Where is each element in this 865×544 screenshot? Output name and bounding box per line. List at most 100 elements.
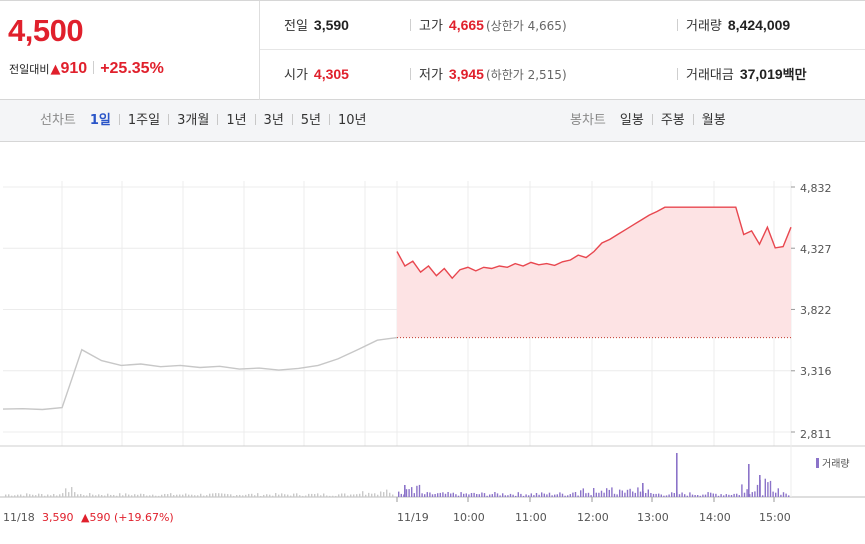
divider	[692, 114, 694, 125]
prev-volume-bar	[359, 493, 361, 497]
prev-volume-bar	[182, 494, 184, 497]
price-area	[397, 207, 791, 338]
prev-volume-bar	[377, 494, 379, 497]
volume-bar	[434, 494, 436, 497]
prev-volume-bar	[254, 495, 256, 497]
prev-volume-bar	[290, 495, 292, 497]
prev-volume-bar	[110, 494, 112, 497]
period-10y[interactable]: 10년	[338, 113, 367, 128]
volume-bar	[762, 495, 764, 497]
prev-volume-bar	[137, 494, 139, 497]
today-line	[396, 206, 792, 280]
period-3y[interactable]: 3년	[263, 113, 284, 128]
prev-volume-bar	[38, 493, 40, 497]
volume-bar	[725, 494, 727, 497]
prev-volume-bar	[104, 495, 106, 497]
prev-volume-bar	[281, 493, 283, 497]
prev-volume-bar	[275, 493, 277, 497]
prev-volume-bar	[293, 493, 295, 497]
prev-volume-bar	[392, 494, 394, 497]
prev-volume-bar	[68, 492, 70, 497]
period-1w[interactable]: 1주일	[127, 113, 161, 128]
volume-bar	[764, 478, 766, 497]
volume-bar	[619, 489, 621, 497]
volume-bar	[517, 492, 519, 497]
period-1d[interactable]: 1일	[89, 113, 111, 128]
volume-bar	[767, 482, 769, 497]
x-tick-label: 15:00	[759, 511, 791, 524]
divider	[118, 114, 120, 125]
volume-bar	[595, 492, 597, 497]
prev-volume-bar	[173, 495, 175, 497]
prev-volume-bar	[56, 495, 58, 497]
volume-bar	[710, 492, 712, 497]
divider	[168, 114, 170, 125]
volume-bar	[564, 495, 566, 497]
candle-daily[interactable]: 일봉	[619, 113, 644, 128]
volume-bar	[580, 490, 582, 497]
period-5y[interactable]: 5년	[300, 113, 322, 128]
prev-volume-bar	[341, 493, 343, 497]
volume-bar	[720, 494, 722, 497]
prev-volume-bar	[152, 494, 154, 497]
change-percent: +25.35%	[100, 60, 164, 77]
volume-bar	[780, 494, 782, 497]
prev-volume-bar	[125, 493, 127, 497]
prev-volume-bar	[242, 495, 244, 497]
volume-bar	[624, 492, 626, 497]
volume-bar	[652, 493, 655, 497]
period-3m[interactable]: 3개월	[177, 113, 210, 128]
high-cell: 고가 4,665 (상한가 4,665)	[410, 1, 567, 50]
y-tick-label: 4,832	[800, 182, 832, 195]
volume-bar	[645, 493, 647, 497]
prev-volume-bar	[317, 493, 319, 497]
volume-bar	[499, 495, 501, 497]
prev-volume-bar	[122, 495, 124, 497]
volume-bar	[660, 494, 662, 497]
prev-volume-bar	[299, 495, 301, 497]
y-tick-label: 2,811	[800, 428, 832, 441]
prev-volume-bar	[368, 492, 370, 497]
volume-bar	[554, 494, 556, 497]
prev-volume-bar	[92, 494, 94, 497]
candle-monthly[interactable]: 월봉	[701, 113, 726, 128]
volume-bar	[600, 490, 603, 497]
prev-volume-bar	[176, 494, 178, 497]
prev-volume-bar	[287, 494, 289, 497]
chart-toolbar: 선차트 1일 1주일 3개월 1년 3년 5년 10년 봉차트 일봉 주봉 월봉	[0, 100, 865, 142]
volume-spike	[748, 464, 750, 497]
period-1y[interactable]: 1년	[226, 113, 247, 128]
prev-volume-bar	[164, 493, 166, 497]
x-tick-label: 10:00	[453, 511, 485, 524]
volume-bar	[455, 494, 457, 497]
volume-bars	[5, 453, 790, 497]
volume-spike	[759, 475, 761, 497]
volume-bar	[437, 493, 439, 497]
volume-bar	[772, 491, 774, 497]
volume-bar	[538, 494, 540, 497]
prev-volume-bar	[386, 489, 388, 497]
volume-bar	[598, 492, 600, 497]
volume-bar	[418, 484, 421, 497]
low-label: 저가	[419, 68, 443, 83]
price-chart: 4,832 4,327 3,822 3,316 2,811 11/18 3,59…	[0, 181, 865, 524]
prev-volume-bar	[206, 495, 208, 497]
prev-volume-bar	[80, 493, 82, 497]
volume-bar	[756, 484, 759, 497]
volume-bar	[702, 494, 704, 497]
prev-volume-bar	[233, 495, 235, 497]
volume-bar	[496, 493, 499, 497]
change-value: 910	[60, 60, 88, 77]
prev-volume-bar	[35, 495, 37, 497]
prev-volume-bar	[26, 493, 28, 497]
prev-volume-bar	[344, 493, 346, 497]
prev-volume-bar	[140, 493, 142, 497]
volume-bar	[478, 494, 480, 497]
volume-bar	[629, 488, 631, 497]
volume-bar	[647, 489, 649, 497]
candle-weekly[interactable]: 주봉	[660, 113, 685, 128]
volume-bar	[788, 495, 790, 497]
volume-bar	[775, 492, 777, 497]
volume-bar	[408, 489, 410, 497]
volume-bar	[520, 493, 522, 497]
